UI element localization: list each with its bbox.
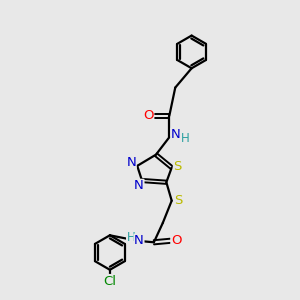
Text: O: O bbox=[171, 234, 181, 247]
Text: Cl: Cl bbox=[103, 274, 116, 288]
Text: H: H bbox=[180, 132, 189, 145]
Text: O: O bbox=[143, 109, 154, 122]
Text: N: N bbox=[171, 128, 181, 141]
Text: H: H bbox=[127, 231, 135, 244]
Text: N: N bbox=[134, 179, 144, 192]
Text: N: N bbox=[126, 156, 136, 170]
Text: S: S bbox=[174, 194, 182, 207]
Text: S: S bbox=[173, 160, 182, 172]
Text: N: N bbox=[134, 234, 144, 247]
